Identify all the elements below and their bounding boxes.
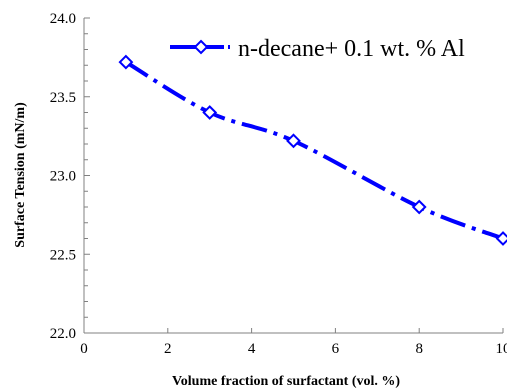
y-tick-label: 23.0 bbox=[50, 169, 76, 185]
x-tick-label: 0 bbox=[80, 341, 88, 357]
x-axis-label: Volume fraction of surfactant (vol. %) bbox=[172, 374, 400, 388]
x-tick-label: 6 bbox=[332, 341, 340, 357]
x-tick-label: 4 bbox=[248, 341, 256, 357]
data-point bbox=[118, 54, 134, 70]
legend-marker bbox=[193, 39, 209, 55]
y-tick-label: 23.5 bbox=[50, 90, 76, 106]
x-tick-label: 8 bbox=[415, 341, 423, 357]
legend: n-decane+ 0.1 wt. % Al bbox=[170, 36, 465, 62]
y-tick-label: 24.0 bbox=[50, 11, 76, 27]
x-tick-label: 2 bbox=[164, 341, 172, 357]
y-axis-label: Surface Tension (mN/m) bbox=[13, 102, 28, 248]
y-tick-labels: 22.0 22.5 23.0 23.5 24.0 bbox=[50, 11, 90, 342]
data-point bbox=[286, 133, 301, 149]
y-tick-label: 22.5 bbox=[50, 247, 76, 263]
x-tick-labels: 0 2 4 6 8 10 bbox=[80, 328, 507, 357]
y-minor-ticks bbox=[84, 33, 88, 318]
data-point bbox=[495, 231, 507, 246]
plot-frame bbox=[83, 18, 503, 334]
data-point bbox=[411, 199, 427, 215]
data-point bbox=[202, 105, 218, 120]
y-tick-label: 22.0 bbox=[50, 326, 76, 342]
legend-label: n-decane+ 0.1 wt. % Al bbox=[238, 36, 465, 62]
series-layer bbox=[118, 54, 507, 246]
series-line bbox=[124, 60, 504, 241]
x-tick-label: 10 bbox=[496, 341, 507, 357]
